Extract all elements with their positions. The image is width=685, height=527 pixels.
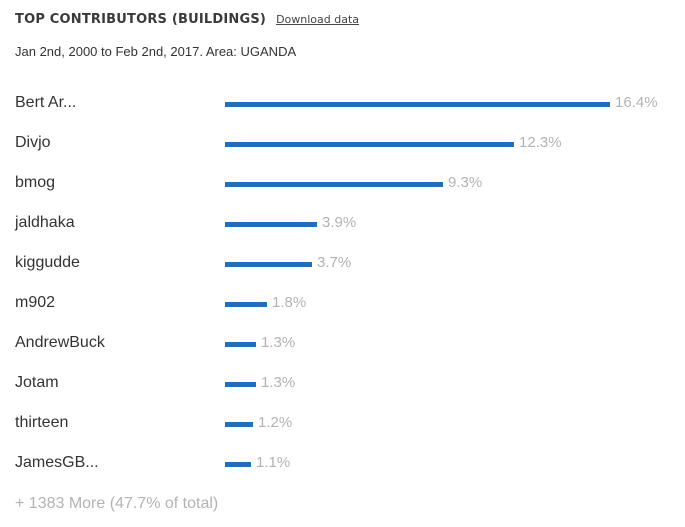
contributor-row: AndrewBuck 1.3% [0, 332, 685, 356]
contributor-row: jaldhaka 3.9% [0, 212, 685, 236]
contributor-name: bmog [15, 174, 56, 191]
contributor-percent-label: 16.4% [615, 94, 658, 111]
contributor-row: JamesGB... 1.1% [0, 452, 685, 476]
contributor-row: m902 1.8% [0, 292, 685, 316]
contributor-name: Divjo [15, 134, 51, 151]
contributor-row: Bert Ar... 16.4% [0, 92, 685, 116]
contributor-name: m902 [15, 294, 56, 311]
contributor-percent-label: 1.2% [258, 414, 293, 431]
contributor-row: kiggudde 3.7% [0, 252, 685, 276]
panel-title: TOP CONTRIBUTORS (BUILDINGS) [15, 12, 267, 27]
contributor-bar [225, 422, 253, 427]
contributor-percent-label: 1.1% [256, 454, 291, 471]
panel-header: TOP CONTRIBUTORS (BUILDINGS) Download da… [15, 12, 359, 27]
contributor-name: jaldhaka [15, 214, 75, 231]
contributor-name: kiggudde [15, 254, 80, 271]
contributor-name: AndrewBuck [15, 334, 105, 351]
contributor-name: thirteen [15, 414, 69, 431]
contributor-percent-label: 1.8% [272, 294, 307, 311]
contributor-row: thirteen 1.2% [0, 412, 685, 436]
date-range-subtitle: Jan 2nd, 2000 to Feb 2nd, 2017. Area: UG… [15, 44, 297, 59]
contributor-name: Bert Ar... [15, 94, 77, 111]
contributor-percent-label: 1.3% [261, 374, 296, 391]
contributor-row: bmog 9.3% [0, 172, 685, 196]
contributor-name: Jotam [15, 374, 59, 391]
contributor-percent-label: 3.7% [317, 254, 352, 271]
download-data-link[interactable]: Download data [276, 13, 360, 26]
contributor-name: JamesGB... [15, 454, 99, 471]
contributor-bar [225, 102, 610, 107]
contributor-bar [225, 182, 443, 187]
more-contributors-link[interactable]: + 1383 More (47.7% of total) [15, 495, 219, 512]
contributor-percent-label: 1.3% [261, 334, 296, 351]
contributor-bar [225, 222, 317, 227]
contributor-row: Jotam 1.3% [0, 372, 685, 396]
contributor-bar [225, 262, 312, 267]
contributor-bar [225, 382, 256, 387]
contributor-bar [225, 302, 267, 307]
contributor-bar [225, 462, 251, 467]
contributor-row: Divjo 12.3% [0, 132, 685, 156]
contributor-percent-label: 9.3% [448, 174, 483, 191]
contributor-bar [225, 342, 256, 347]
contributor-bar [225, 142, 514, 147]
contributor-percent-label: 3.9% [322, 214, 357, 231]
contributor-percent-label: 12.3% [519, 134, 562, 151]
